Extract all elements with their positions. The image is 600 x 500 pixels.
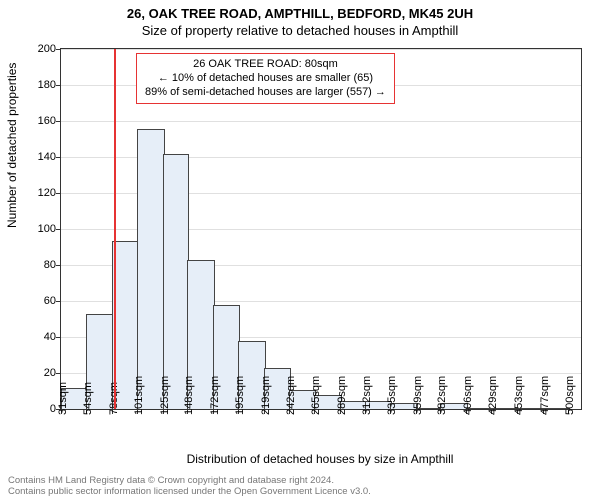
x-tick-label: 500sqm [564,376,576,415]
y-gridline [61,121,581,122]
y-tick-label: 200 [38,43,61,55]
x-tick-label: 172sqm [209,376,221,415]
footer-line-2: Contains public sector information licen… [8,487,371,498]
x-tick-label: 289sqm [336,376,348,415]
chart-title-sub: Size of property relative to detached ho… [0,21,600,38]
x-tick-label: 382sqm [436,376,448,415]
x-tick-label: 195sqm [234,376,246,415]
chart-container: 26, OAK TREE ROAD, AMPTHILL, BEDFORD, MK… [0,0,600,500]
x-tick-label: 335sqm [386,376,398,415]
histogram-bar [137,129,165,409]
y-tick-label: 180 [38,79,61,91]
x-tick-label: 54sqm [82,382,94,415]
x-axis-title: Distribution of detached houses by size … [60,452,580,466]
y-tick-label: 40 [44,331,61,343]
y-tick-label: 120 [38,187,61,199]
info-line-3: 89% of semi-detached houses are larger (… [145,86,386,100]
x-tick-label: 31sqm [57,382,69,415]
y-tick-label: 20 [44,367,61,379]
x-tick-label: 453sqm [513,376,525,415]
x-tick-label: 359sqm [412,376,424,415]
histogram-bar [163,154,190,409]
y-tick-label: 100 [38,223,61,235]
x-tick-label: 242sqm [285,376,297,415]
chart-footer: Contains HM Land Registry data © Crown c… [8,476,371,498]
x-tick-label: 312sqm [361,376,373,415]
y-gridline [61,49,581,50]
info-line-1: 26 OAK TREE ROAD: 80sqm [145,58,386,72]
plot-area: 02040608010012014016018020031sqm54sqm78s… [60,48,582,410]
chart-title-main: 26, OAK TREE ROAD, AMPTHILL, BEDFORD, MK… [0,0,600,21]
x-tick-label: 101sqm [133,376,145,415]
info-line-2: ← 10% of detached houses are smaller (65… [145,72,386,86]
x-tick-label: 219sqm [260,376,272,415]
y-tick-label: 160 [38,115,61,127]
x-tick-label: 429sqm [487,376,499,415]
x-tick-label: 477sqm [539,376,551,415]
property-line [114,49,116,409]
x-tick-label: 148sqm [183,376,195,415]
x-tick-label: 265sqm [310,376,322,415]
y-tick-label: 80 [44,259,61,271]
x-tick-label: 125sqm [159,376,171,415]
y-axis-title: Number of detached properties [5,63,19,228]
property-info-box: 26 OAK TREE ROAD: 80sqm← 10% of detached… [136,53,395,104]
x-tick-label: 406sqm [462,376,474,415]
y-tick-label: 60 [44,295,61,307]
y-tick-label: 140 [38,151,61,163]
